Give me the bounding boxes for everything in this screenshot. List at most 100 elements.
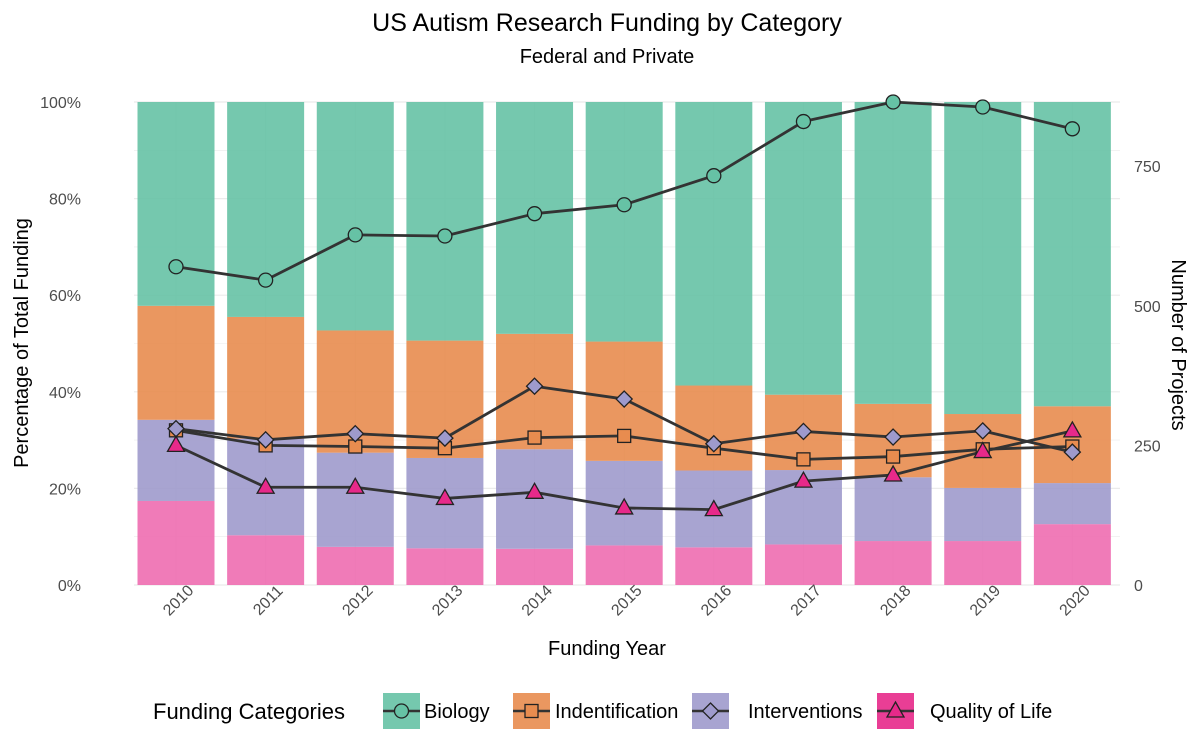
- point-biology-2014: [526, 206, 543, 222]
- x-axis-title: Funding Year: [548, 638, 666, 660]
- point-biology-2018: [885, 94, 901, 110]
- bar-quality-of-life-2020: [1033, 524, 1111, 585]
- bar-biology-2019: [944, 102, 1022, 415]
- legend-label-biology: Biology: [424, 701, 490, 723]
- y2-tick-label: 250: [1134, 438, 1161, 455]
- point-interventions-2019: [973, 421, 992, 440]
- x-tick-label: 2014: [519, 582, 556, 619]
- point-quality-of-life-2015: [614, 497, 634, 515]
- legend-marker-biology: [393, 703, 410, 719]
- x-tick-label: 2015: [608, 582, 645, 619]
- bar-biology-2016: [675, 102, 753, 386]
- y-tick-label: 20%: [49, 481, 81, 498]
- bar-biology-2013: [406, 102, 484, 341]
- x-tick-label: 2011: [250, 583, 286, 619]
- legend-title: Funding Categories: [153, 699, 345, 724]
- y-tick-label: 80%: [49, 192, 81, 209]
- point-quality-of-life-2017: [793, 470, 814, 488]
- bar-biology-2020: [1033, 102, 1111, 407]
- point-interventions-2013: [435, 429, 454, 448]
- bar-biology-2018: [854, 102, 932, 404]
- point-biology-2010: [168, 259, 184, 275]
- bar-quality-of-life-2014: [496, 548, 574, 585]
- y-tick-label: 40%: [49, 385, 81, 402]
- point-indentification-2015: [617, 428, 632, 444]
- point-quality-of-life-2014: [524, 481, 545, 499]
- point-interventions-2020: [1063, 443, 1082, 462]
- x-tick-label: 2016: [698, 582, 735, 619]
- point-interventions-2012: [346, 424, 365, 443]
- bar-quality-of-life-2017: [764, 544, 842, 585]
- bar-indentification-2016: [675, 385, 753, 471]
- bar-interventions-2019: [944, 487, 1022, 542]
- legend-label-indentification: Indentification: [555, 701, 678, 723]
- x-tick-label: 2013: [429, 582, 466, 619]
- point-interventions-2015: [615, 390, 634, 408]
- chart-title: US Autism Research Funding by Category: [372, 9, 842, 37]
- x-tick-label: 2017: [788, 582, 825, 619]
- bar-quality-of-life-2018: [854, 541, 932, 585]
- bar-quality-of-life-2011: [227, 535, 305, 585]
- point-interventions-2011: [256, 430, 275, 449]
- point-biology-2012: [347, 227, 363, 243]
- point-quality-of-life-2020: [1062, 420, 1082, 438]
- legend-label-quality-of-life: Quality of Life: [930, 701, 1052, 723]
- point-biology-2016: [706, 168, 722, 184]
- x-tick-label: 2020: [1057, 582, 1094, 619]
- point-quality-of-life-2010: [166, 435, 186, 453]
- point-interventions-2014: [525, 377, 544, 396]
- point-interventions-2016: [704, 434, 723, 453]
- y2-tick-label: 750: [1134, 159, 1161, 176]
- bar-quality-of-life-2013: [406, 548, 484, 585]
- bar-interventions-2012: [316, 452, 394, 547]
- y2-tick-label: 500: [1134, 299, 1161, 316]
- bar-interventions-2014: [496, 449, 574, 549]
- point-quality-of-life-2013: [435, 488, 455, 506]
- point-biology-2011: [257, 272, 274, 288]
- y2-tick-label: 0: [1134, 578, 1143, 595]
- point-interventions-2017: [794, 422, 813, 441]
- bar-indentification-2011: [227, 316, 305, 439]
- x-tick-label: 2010: [160, 582, 197, 619]
- y2-axis-title: Number of Projects: [1167, 259, 1189, 430]
- bar-interventions-2018: [854, 477, 932, 542]
- legend-label-interventions: Interventions: [748, 701, 863, 723]
- point-quality-of-life-2012: [345, 476, 365, 494]
- bar-biology-2010: [137, 102, 215, 306]
- point-quality-of-life-2018: [883, 464, 903, 482]
- marker-layer: [166, 94, 1082, 517]
- bar-quality-of-life-2015: [585, 545, 663, 585]
- y-axis-title: Percentage of Total Funding: [11, 218, 33, 468]
- x-tick-label: 2019: [967, 582, 1004, 619]
- point-indentification-2014: [527, 430, 542, 445]
- bar-quality-of-life-2016: [675, 547, 753, 585]
- point-biology-2015: [616, 197, 632, 213]
- point-biology-2013: [437, 228, 453, 244]
- point-indentification-2017: [796, 452, 811, 467]
- chart-subtitle: Federal and Private: [520, 46, 695, 68]
- point-biology-2020: [1064, 121, 1081, 137]
- y-tick-label: 0%: [58, 578, 81, 595]
- x-tick-label: 2018: [877, 582, 914, 619]
- bar-quality-of-life-2010: [137, 500, 215, 585]
- bar-quality-of-life-2012: [316, 546, 394, 585]
- point-interventions-2018: [884, 428, 903, 446]
- bar-interventions-2020: [1033, 483, 1111, 525]
- legend-marker-quality-of-life: [885, 700, 906, 718]
- bar-quality-of-life-2019: [944, 541, 1022, 585]
- point-biology-2017: [795, 113, 812, 130]
- y-tick-label: 60%: [49, 288, 81, 305]
- point-quality-of-life-2011: [256, 476, 276, 494]
- legend: Funding Categories Biology Indentificatio…: [153, 693, 1052, 729]
- x-tick-label: 2012: [339, 582, 376, 619]
- legend-marker-indentification: [524, 703, 539, 719]
- point-quality-of-life-2016: [704, 499, 724, 517]
- bar-biology-2015: [585, 102, 663, 342]
- legend-marker-interventions: [701, 702, 720, 720]
- point-quality-of-life-2019: [973, 441, 993, 459]
- point-biology-2019: [975, 99, 991, 115]
- point-indentification-2018: [885, 449, 901, 464]
- y-tick-label: 100%: [40, 95, 81, 112]
